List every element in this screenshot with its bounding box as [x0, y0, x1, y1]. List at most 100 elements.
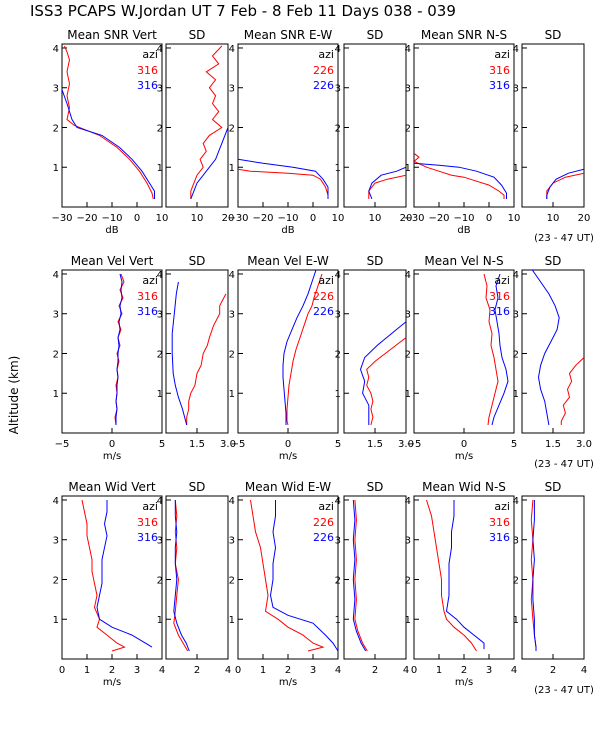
- y-tick-label: 1: [157, 615, 163, 626]
- x-tick-label: 2: [372, 665, 378, 676]
- y-tick-label: 1: [405, 615, 411, 626]
- panel-frame: [165, 269, 229, 434]
- series-line-blue: [531, 270, 560, 426]
- y-tick-label: 4: [335, 496, 341, 507]
- y-tick-label: 3: [53, 536, 59, 547]
- x-tick-label: 0: [461, 439, 467, 450]
- legend-entry: 316: [137, 64, 158, 77]
- y-tick-label: 4: [405, 496, 411, 507]
- series-line-blue: [173, 500, 190, 652]
- x-tick-label: 10: [369, 213, 382, 224]
- y-tick-label: 1: [335, 615, 341, 626]
- y-tick-label: 2: [405, 123, 411, 134]
- panel-title: SD: [545, 28, 562, 42]
- series-line-blue: [96, 500, 153, 648]
- panel-title: Mean Vel E-W: [247, 254, 329, 268]
- y-tick-label: 3: [405, 84, 411, 95]
- x-axis-label: m/s: [279, 451, 297, 462]
- x-tick-label: 5: [335, 439, 341, 450]
- x-tick-label: 0: [310, 213, 316, 224]
- y-tick-label: 2: [335, 575, 341, 586]
- legend-entry: 316: [137, 531, 158, 544]
- y-tick-label: 4: [335, 44, 341, 55]
- legend-entry: 226: [313, 305, 334, 318]
- y-tick-label: 4: [335, 270, 341, 281]
- x-tick-label: −30: [51, 213, 72, 224]
- y-tick-label: 4: [157, 44, 163, 55]
- legend-entry: 316: [489, 79, 510, 92]
- legend-entry: 316: [137, 516, 158, 529]
- legend-header: azi: [494, 274, 510, 287]
- x-tick-label: 3: [134, 665, 140, 676]
- y-tick-label: 3: [513, 84, 519, 95]
- x-tick-label: 1.5: [545, 439, 561, 450]
- x-tick-label: 0: [285, 439, 291, 450]
- legend-entry: 316: [489, 516, 510, 529]
- panel-2: SD 1 2 3 4 10 20: [157, 28, 235, 224]
- x-tick-label: −20: [428, 213, 449, 224]
- y-tick-label: 3: [229, 84, 235, 95]
- legend-entry: 316: [489, 531, 510, 544]
- x-tick-label: 10: [156, 213, 169, 224]
- panel-8: SD 1 2 3 4 1.5 3.0: [157, 254, 236, 450]
- x-tick-label: 4: [225, 665, 231, 676]
- legend-entry: 316: [489, 64, 510, 77]
- series-line-blue: [238, 158, 329, 199]
- panel-15: Mean Wid E-W 1 2 3 4 0 1 2 3 4 m/s azi 226 226: [229, 480, 342, 688]
- panel-1: Mean SNR Vert 1 2 3 4 −30 −20 −10 0 10 dB azi 316 316: [51, 28, 168, 236]
- y-tick-label: 4: [229, 496, 235, 507]
- series-line-blue: [445, 500, 485, 650]
- legend-header: azi: [494, 48, 510, 61]
- y-tick-label: 2: [513, 349, 519, 360]
- series-line-blue: [115, 273, 123, 425]
- y-tick-label: 4: [513, 270, 519, 281]
- panel-4: SD 1 2 3 4 10 20: [335, 28, 413, 224]
- legend-entry: 316: [489, 290, 510, 303]
- series-line-blue: [352, 499, 367, 652]
- y-tick-label: 2: [513, 123, 519, 134]
- series-line-blue: [359, 321, 406, 425]
- x-tick-label: 2: [285, 665, 291, 676]
- x-tick-label: 1: [260, 665, 266, 676]
- x-tick-label: 10: [191, 213, 204, 224]
- panel-title: Mean Wid Vert: [68, 480, 155, 494]
- y-tick-label: 2: [335, 123, 341, 134]
- series-line-red: [64, 45, 154, 200]
- x-tick-label: −10: [453, 213, 474, 224]
- panel-frame: [521, 269, 585, 434]
- y-tick-label: 1: [513, 163, 519, 174]
- panel-title: Mean SNR N-S: [421, 28, 507, 42]
- y-tick-label: 1: [229, 615, 235, 626]
- legend-header: azi: [494, 500, 510, 513]
- x-tick-label: 10: [332, 213, 345, 224]
- panel-5: Mean SNR N-S 1 2 3 4 −30 −20 −10 0 10 dB azi 316 316: [403, 28, 520, 236]
- x-axis-label: m/s: [103, 677, 121, 688]
- y-tick-label: 2: [335, 349, 341, 360]
- x-tick-label: 4: [581, 665, 587, 676]
- series-line-blue: [190, 127, 228, 200]
- x-tick-label: 0: [235, 665, 241, 676]
- y-tick-label: 2: [53, 349, 59, 360]
- x-tick-label: −30: [227, 213, 248, 224]
- panel-9: Mean Vel E-W 1 2 3 4 −5 0 5 m/s azi 226 226: [229, 254, 342, 462]
- y-tick-label: 4: [53, 496, 59, 507]
- x-tick-label: 3.0: [398, 439, 414, 450]
- panel-title: Mean Vel Vert: [71, 254, 154, 268]
- panel-title: Mean Vel N-S: [424, 254, 503, 268]
- legend-entry: 316: [137, 290, 158, 303]
- y-tick-label: 3: [335, 310, 341, 321]
- x-tick-label: 0: [134, 213, 140, 224]
- y-tick-label: 3: [229, 310, 235, 321]
- x-tick-label: 3: [486, 665, 492, 676]
- y-tick-label: 3: [53, 310, 59, 321]
- series-line-blue: [282, 270, 317, 425]
- x-axis-label: dB: [105, 225, 118, 236]
- x-tick-label: 0: [59, 665, 65, 676]
- x-tick-label: 2: [550, 665, 556, 676]
- series-line-red: [186, 293, 227, 425]
- series-line-red: [238, 168, 329, 199]
- panel-12: SD 1 2 3 4 1.5 3.0 (23 - 47 UT): [513, 254, 594, 470]
- legend-entry: 316: [137, 79, 158, 92]
